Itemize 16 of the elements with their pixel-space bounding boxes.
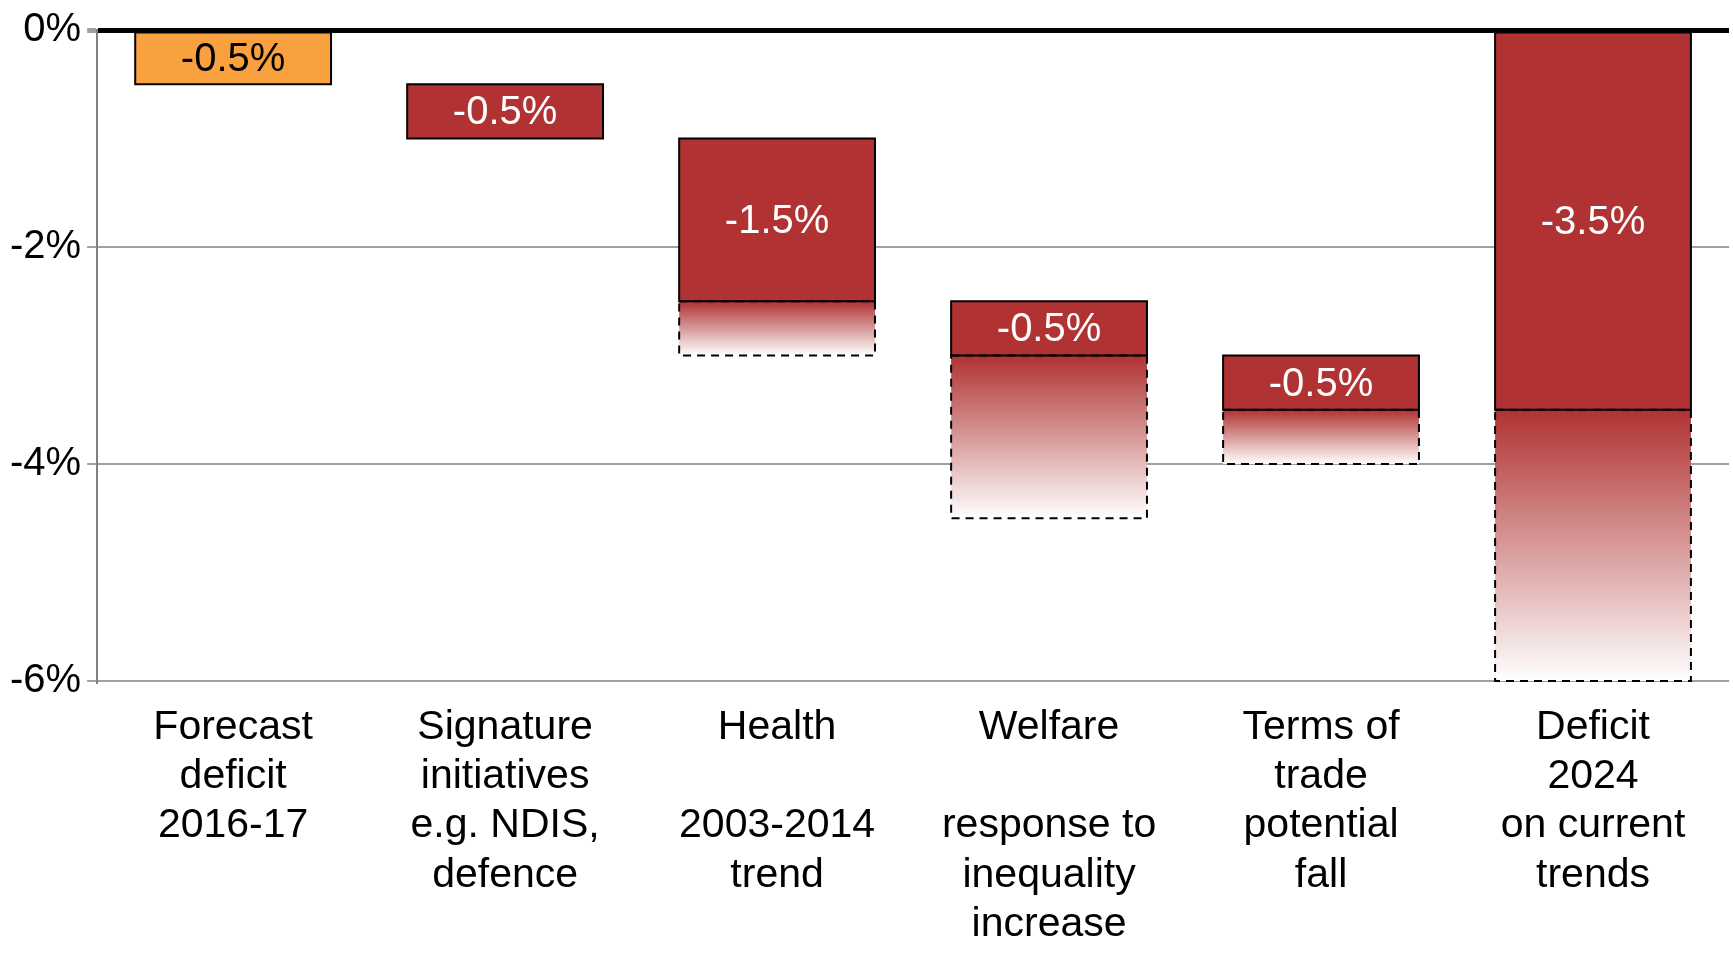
data-label: -0.5% [452,88,558,133]
data-label: -1.5% [724,196,830,241]
data-label: -0.5% [1268,359,1374,404]
category-label: Health 2003-2014 trend [679,701,876,896]
x-tick-label: Terms of trade potential fall [1242,701,1401,896]
y-tick-label: -2% [9,222,82,267]
data-label: -0.5% [996,305,1102,350]
category-label: Welfare response to inequality increase [941,701,1157,945]
x-tick-label: Deficit 2024 on current trends [1500,701,1686,896]
data-label: -3.5% [1540,198,1646,243]
y-tick-label: -6% [9,656,82,701]
y-tick-label: -4% [9,439,82,484]
data-label: -0.5% [180,35,286,80]
y-tick-label: 0% [23,5,82,50]
x-tick-label: Forecast deficit 2016-17 [153,701,314,847]
x-tick-label: Signature initiatives e.g. NDIS, defence [410,701,600,896]
